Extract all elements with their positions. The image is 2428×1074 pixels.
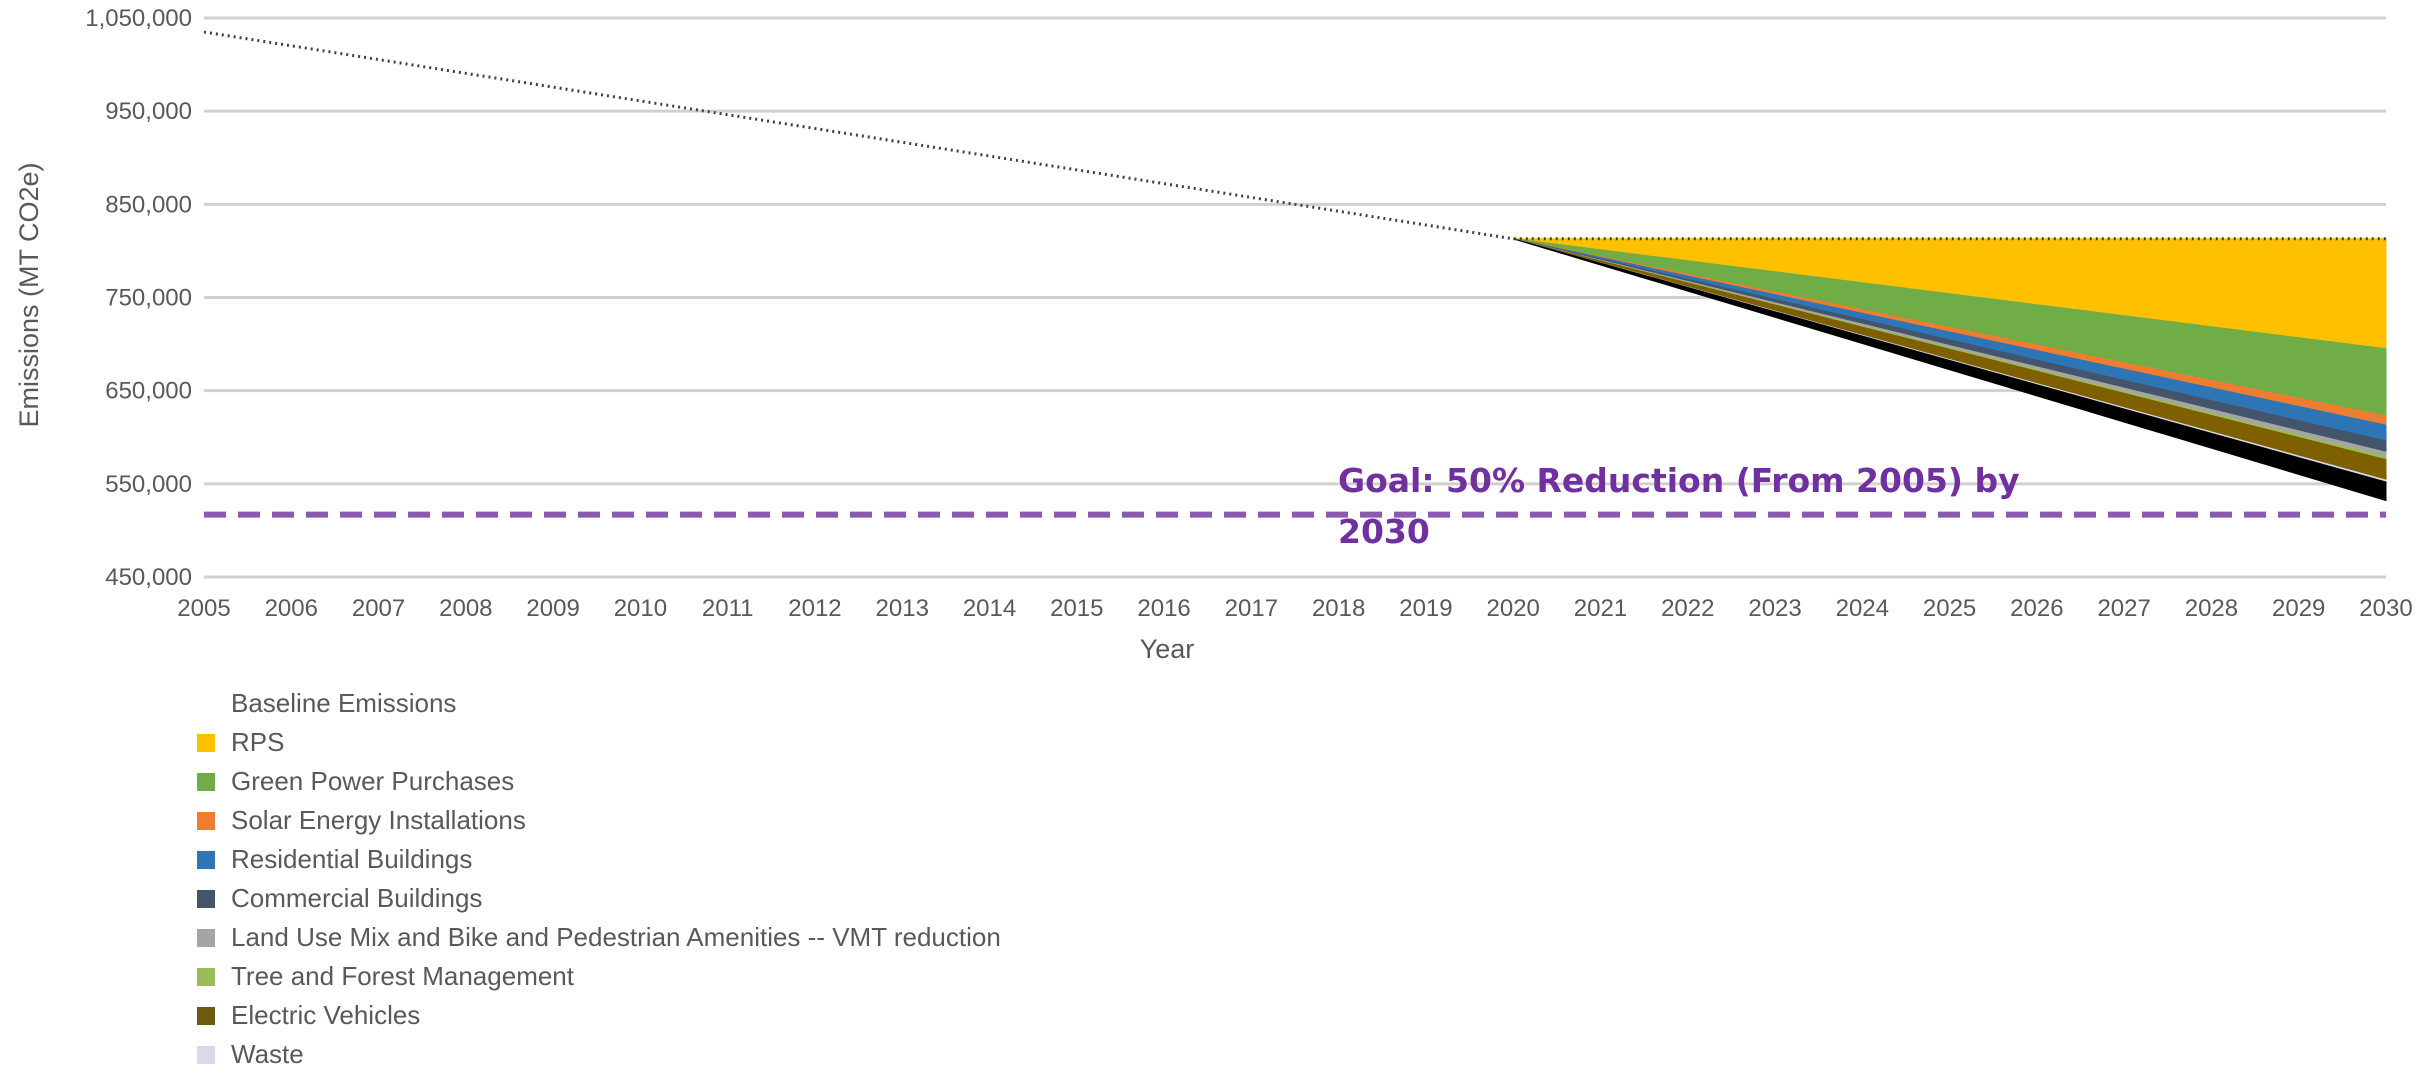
legend-item: Solar Energy Installations <box>193 801 1393 840</box>
x-tick-label: 2018 <box>1312 595 1365 622</box>
x-tick-label: 2014 <box>963 595 1016 622</box>
legend-swatch <box>197 890 215 908</box>
y-tick-label: 450,000 <box>105 564 192 591</box>
legend-item: Tree and Forest Management <box>193 957 1393 996</box>
y-axis-ticks: 450,000 550,000 650,000 750,000 850,000 950,0… <box>85 5 192 591</box>
legend-item: Green Power Purchases <box>193 762 1393 801</box>
x-tick-label: 2009 <box>526 595 579 622</box>
x-tick-label: 2006 <box>265 595 318 622</box>
legend-item: RPS <box>193 723 1393 762</box>
y-axis-title: Emissions (MT CO2e) <box>14 162 44 427</box>
legend-label: RPS <box>231 727 285 757</box>
x-tick-label: 2017 <box>1225 595 1278 622</box>
x-tick-label: 2007 <box>352 595 405 622</box>
goal-label-line-1: Goal: 50% Reduction (From 2005) by <box>1338 461 2020 500</box>
legend-label: Commercial Buildings <box>231 883 483 913</box>
x-tick-label: 2029 <box>2272 595 2325 622</box>
legend-label: Waste <box>231 1039 304 1069</box>
legend-label: Baseline Emissions <box>231 688 457 718</box>
x-tick-label: 2022 <box>1661 595 1714 622</box>
goal-label-line-2: 2030 <box>1338 512 1430 551</box>
x-tick-label: 2005 <box>177 595 230 622</box>
x-tick-label: 2023 <box>1748 595 1801 622</box>
x-tick-label: 2016 <box>1137 595 1190 622</box>
legend-swatch <box>197 812 215 830</box>
legend-swatch <box>197 1046 215 1064</box>
y-tick-label: 850,000 <box>105 191 192 218</box>
x-axis-ticks: 2005 2006 2007 2008 2009 2010 2011 2012 2013 2014… <box>177 595 2412 622</box>
legend-item: Electric Vehicles <box>193 996 1393 1035</box>
legend-item: Waste <box>193 1035 1393 1074</box>
y-tick-label: 1,050,000 <box>85 5 192 32</box>
chart-lines <box>203 30 2386 518</box>
legend-label: Solar Energy Installations <box>231 805 526 835</box>
legend-item: Baseline Emissions <box>193 684 1393 723</box>
y-tick-label: 650,000 <box>105 378 192 405</box>
y-tick-label: 550,000 <box>105 471 192 498</box>
legend-item: Residential Buildings <box>193 840 1393 879</box>
y-tick-label: 750,000 <box>105 285 192 312</box>
x-tick-label: 2015 <box>1050 595 1103 622</box>
x-tick-label: 2030 <box>2359 595 2412 622</box>
x-tick-label: 2025 <box>1923 595 1976 622</box>
x-tick-label: 2021 <box>1574 595 1627 622</box>
x-tick-label: 2020 <box>1487 595 1540 622</box>
legend-item: Land Use Mix and Bike and Pedestrian Ame… <box>193 918 1393 957</box>
x-tick-label: 2028 <box>2185 595 2238 622</box>
legend-swatch <box>197 734 215 752</box>
baseline-emissions-line <box>203 30 2386 241</box>
area-unlabeled <box>1513 238 2387 502</box>
x-tick-label: 2013 <box>876 595 929 622</box>
legend-item: Commercial Buildings <box>193 879 1393 918</box>
legend-swatch <box>197 1007 215 1025</box>
x-tick-label: 2024 <box>1836 595 1889 622</box>
legend-label: Residential Buildings <box>231 844 473 874</box>
x-tick-label: 2027 <box>2097 595 2150 622</box>
x-tick-label: 2011 <box>702 595 754 622</box>
reduction-areas <box>1513 238 2387 502</box>
y-tick-label: 950,000 <box>105 98 192 125</box>
x-axis-title: Year <box>1140 634 1195 664</box>
x-tick-label: 2012 <box>788 595 841 622</box>
legend-swatch <box>197 851 215 869</box>
legend-label: Tree and Forest Management <box>231 961 574 991</box>
legend-label: Land Use Mix and Bike and Pedestrian Ame… <box>231 922 1001 952</box>
x-tick-label: 2008 <box>439 595 492 622</box>
x-tick-label: 2019 <box>1399 595 1452 622</box>
legend-label: Green Power Purchases <box>231 766 515 796</box>
x-tick-label: 2026 <box>2010 595 2063 622</box>
legend: Baseline Emissions RPS Green Power Purchas… <box>193 684 1393 1074</box>
legend-label: Electric Vehicles <box>231 1000 421 1030</box>
legend-swatch <box>197 929 215 947</box>
legend-swatch <box>197 968 215 986</box>
legend-swatch <box>197 773 215 791</box>
x-tick-label: 2010 <box>614 595 667 622</box>
